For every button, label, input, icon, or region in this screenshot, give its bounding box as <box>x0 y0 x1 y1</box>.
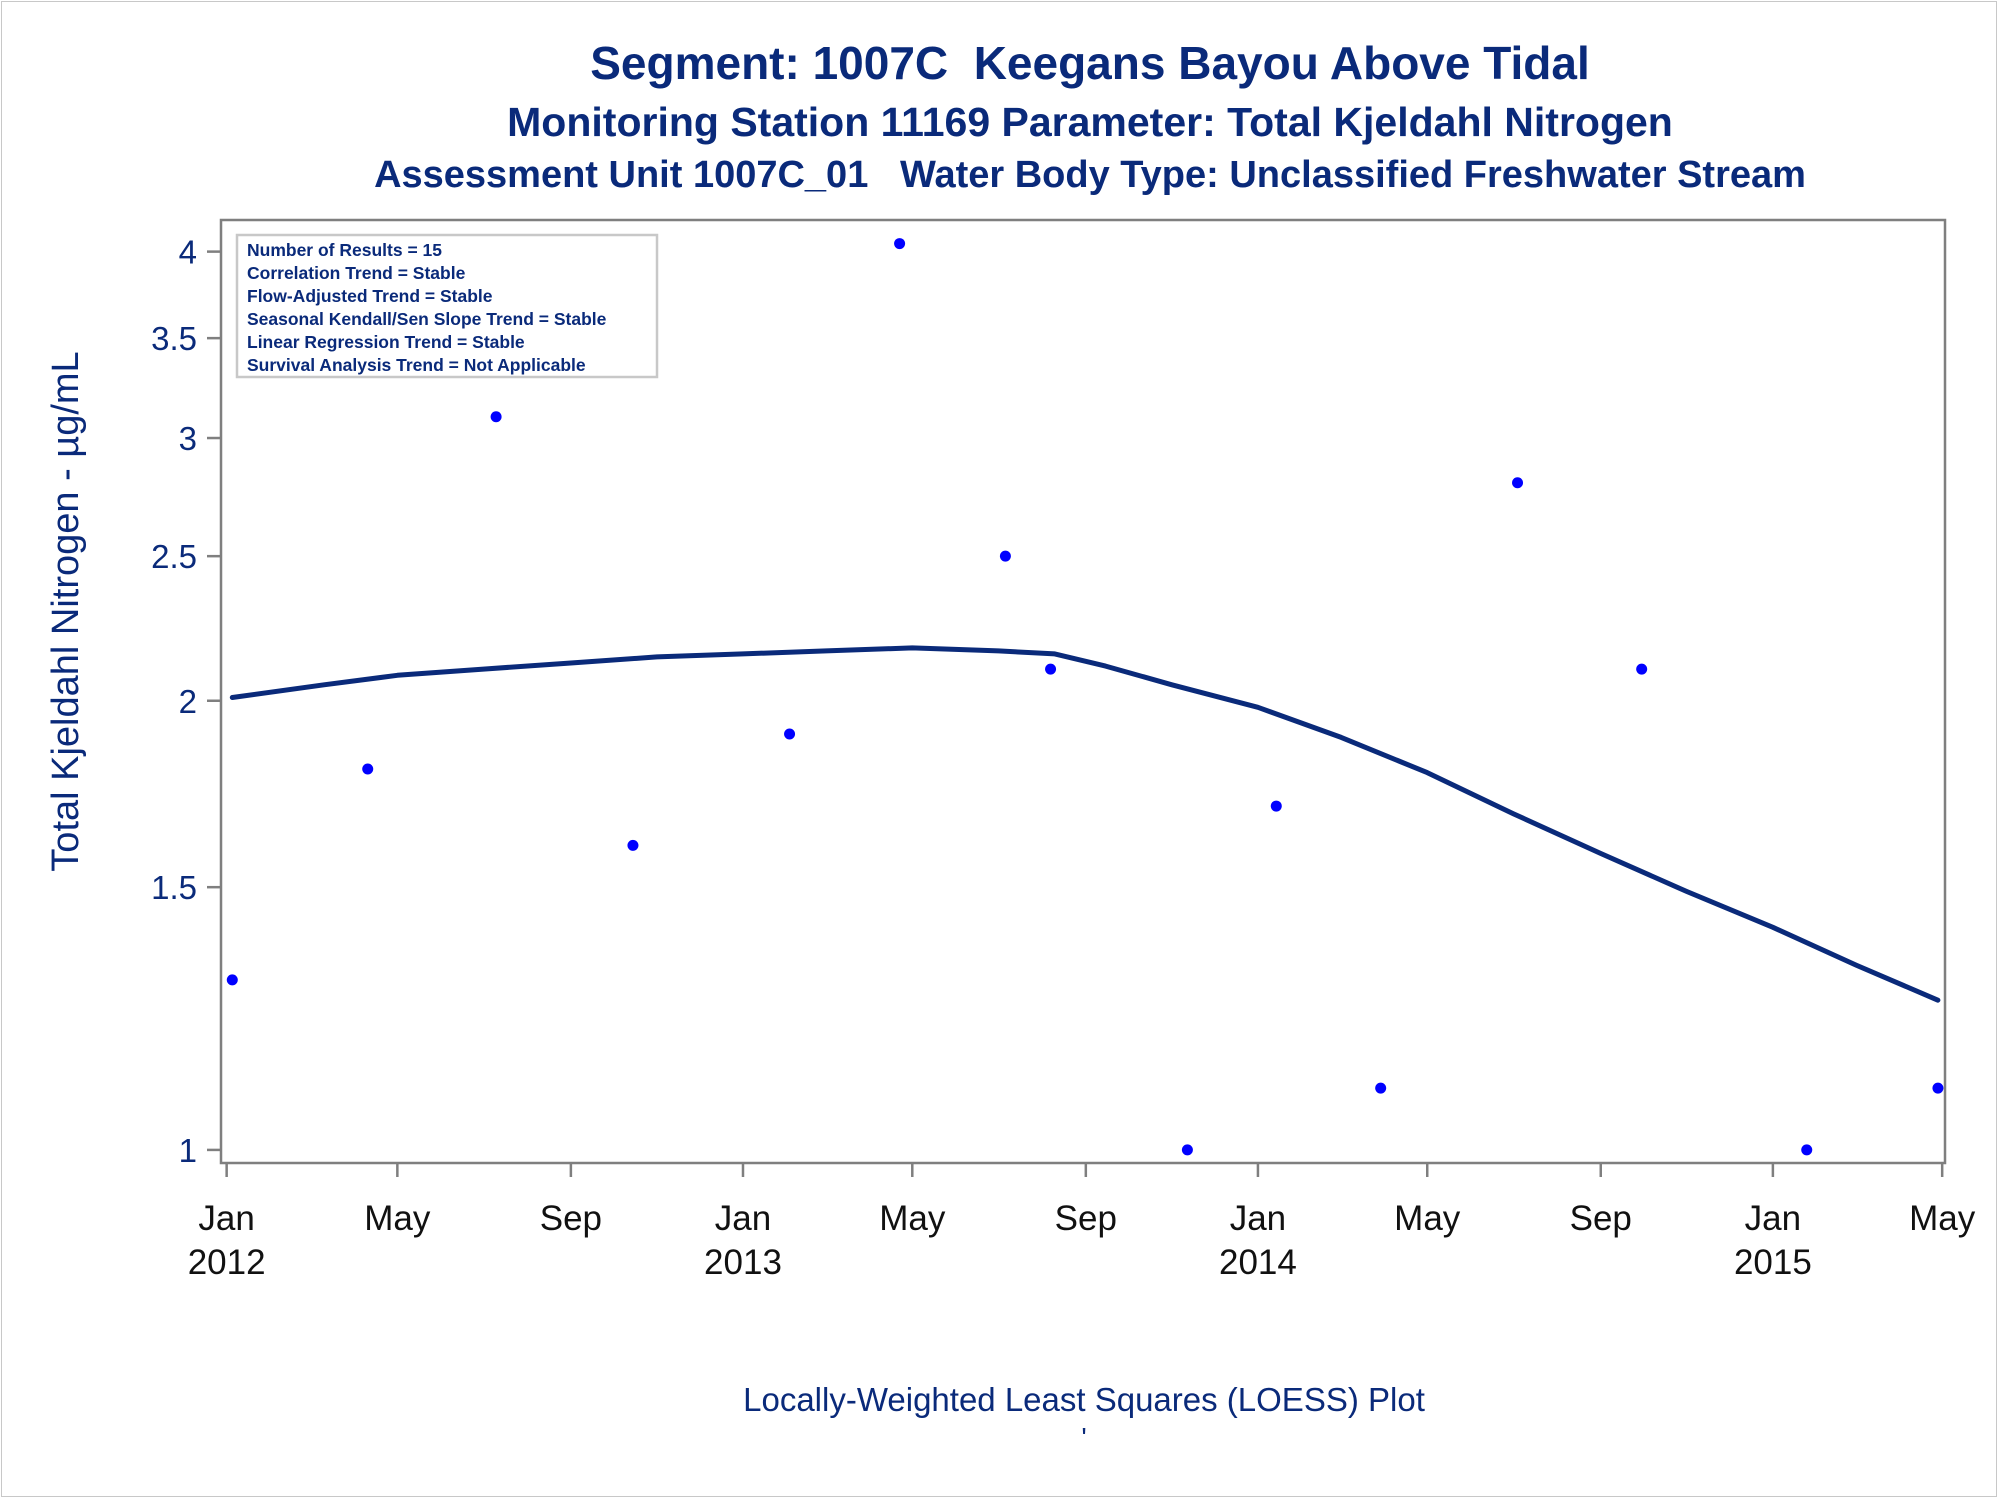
trend-summary-line: Correlation Trend = Stable <box>247 263 466 283</box>
data-point <box>1512 477 1524 489</box>
x-tick-year-label: 2014 <box>1219 1243 1297 1282</box>
x-tick-label: Sep <box>1570 1199 1632 1238</box>
data-point <box>1045 663 1057 675</box>
footer-mark: ' <box>1081 1422 1087 1453</box>
data-point <box>1636 663 1648 675</box>
x-tick-label: Jan <box>198 1199 254 1238</box>
y-tick-label: 4 <box>179 234 197 271</box>
data-point <box>1801 1144 1813 1156</box>
x-tick-label: May <box>1394 1199 1461 1238</box>
x-tick-label: May <box>1909 1199 1976 1238</box>
y-tick-label: 2 <box>179 683 197 720</box>
data-point <box>490 411 502 423</box>
trend-summary-line: Flow-Adjusted Trend = Stable <box>247 286 493 306</box>
x-tick-label: Sep <box>1055 1199 1117 1238</box>
data-point <box>999 550 1011 562</box>
data-point <box>1932 1082 1944 1094</box>
data-point <box>1375 1082 1387 1094</box>
x-tick-label: Sep <box>540 1199 602 1238</box>
x-tick-year-label: 2012 <box>188 1243 266 1282</box>
data-point <box>1181 1144 1193 1156</box>
x-tick-year-label: 2015 <box>1734 1243 1812 1282</box>
y-tick-label: 1.5 <box>151 869 197 906</box>
data-point <box>784 728 796 740</box>
trend-summary-line: Seasonal Kendall/Sen Slope Trend = Stabl… <box>247 309 607 329</box>
trend-summary-line: Linear Regression Trend = Stable <box>247 332 525 352</box>
x-tick-label: Jan <box>715 1199 771 1238</box>
data-point <box>1270 800 1282 812</box>
chart-title: Segment: 1007C Keegans Bayou Above Tidal <box>590 37 1590 89</box>
data-point <box>894 238 906 250</box>
trend-summary-line: Number of Results = 15 <box>247 240 442 260</box>
x-tick-label: Jan <box>1230 1199 1286 1238</box>
plot-area-frame <box>219 218 1947 1165</box>
y-tick-label: 2.5 <box>151 538 197 575</box>
x-tick-year-label: 2013 <box>704 1243 782 1282</box>
trend-summary-line: Survival Analysis Trend = Not Applicable <box>247 355 586 375</box>
loess-curve <box>229 645 1941 1003</box>
footer-caption: Locally-Weighted Least Squares (LOESS) P… <box>743 1381 1425 1418</box>
data-point <box>627 839 639 851</box>
chart-subtitle: Monitoring Station 11169 Parameter: Tota… <box>507 99 1673 145</box>
y-axis-label: Total Kjeldahl Nitrogen - µg/mL <box>45 351 87 871</box>
x-tick-label: May <box>364 1199 431 1238</box>
chart-subtitle-2: Assessment Unit 1007C_01 Water Body Type… <box>374 154 1806 196</box>
x-tick-label: May <box>879 1199 946 1238</box>
y-tick-label: 1 <box>179 1132 197 1169</box>
data-point <box>226 974 238 986</box>
y-tick-label: 3.5 <box>151 320 197 357</box>
x-tick-label: Jan <box>1745 1199 1801 1238</box>
y-tick-label: 3 <box>179 420 197 457</box>
trend-summary-box <box>235 233 659 379</box>
data-point <box>362 763 374 775</box>
